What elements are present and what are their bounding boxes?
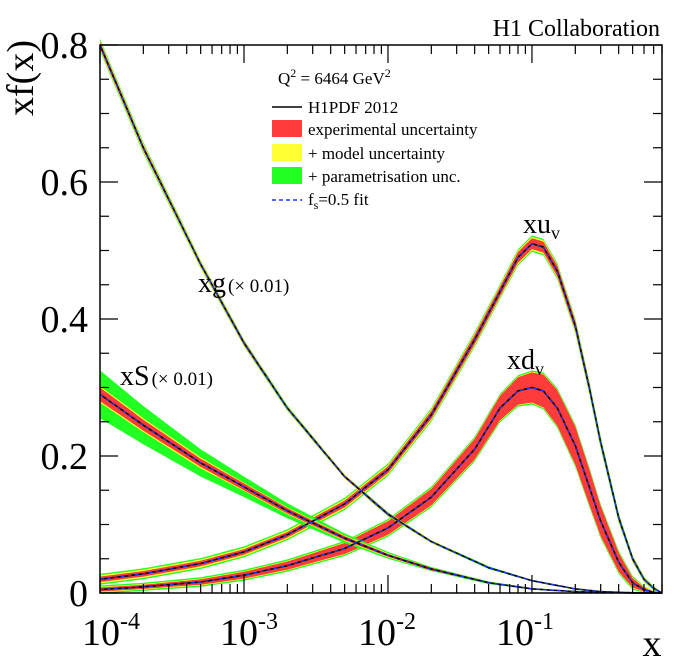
xuv-fs-fit-line bbox=[99, 243, 663, 594]
x-tick-label-1e-1: 10-1 bbox=[496, 609, 554, 654]
xdv-band-exp bbox=[100, 372, 662, 593]
legend-label-central: H1PDF 2012 bbox=[308, 98, 398, 117]
legend-scale-label: Q2 = 6464 GeV2 bbox=[278, 66, 391, 88]
label-xS: xS (× 0.01) bbox=[120, 361, 213, 392]
y-tick-label-0: 0 bbox=[69, 573, 88, 615]
xS-fs-fit-line bbox=[99, 393, 662, 594]
x-axis-title: x bbox=[643, 623, 662, 661]
y-tick-label-0.6: 0.6 bbox=[41, 162, 89, 204]
y-tick-label-0.2: 0.2 bbox=[41, 436, 89, 478]
x-tick-label-1e-4: 10-4 bbox=[82, 609, 140, 654]
legend-swatch-exp bbox=[272, 120, 302, 137]
legend-label-param: + parametrisation unc. bbox=[308, 167, 461, 186]
xdv-band-param bbox=[100, 370, 662, 593]
y-axis-title: xf(x) bbox=[0, 40, 42, 116]
legend-label-exp: experimental uncertainty bbox=[308, 120, 478, 139]
label-xg: xg (× 0.01) bbox=[198, 268, 289, 299]
legend-swatch-param bbox=[272, 167, 302, 184]
y-tick-label-0.4: 0.4 bbox=[41, 299, 89, 341]
y-tick-label-0.8: 0.8 bbox=[41, 25, 89, 67]
legend-label-model: + model uncertainty bbox=[308, 144, 446, 163]
xdv-band-model bbox=[100, 371, 662, 593]
legend: Q2 = 6464 GeV2 H1PDF 2012 experimental u… bbox=[272, 66, 478, 212]
x-tick-label-1e-3: 10-3 bbox=[220, 609, 278, 654]
legend-label-fs: fs=0.5 fit bbox=[308, 190, 369, 212]
x-tick-label-1e-2: 10-2 bbox=[358, 609, 416, 654]
axis-ticks bbox=[99, 44, 663, 594]
label-xdv: xdv bbox=[507, 345, 544, 379]
xdv-fs-fit-line bbox=[99, 386, 663, 594]
label-xuv: xuv bbox=[523, 209, 560, 243]
xuv-central-line bbox=[99, 242, 663, 594]
xS-band-param bbox=[100, 370, 662, 593]
legend-swatch-model bbox=[272, 144, 302, 161]
collaboration-label: H1 Collaboration bbox=[493, 16, 660, 42]
